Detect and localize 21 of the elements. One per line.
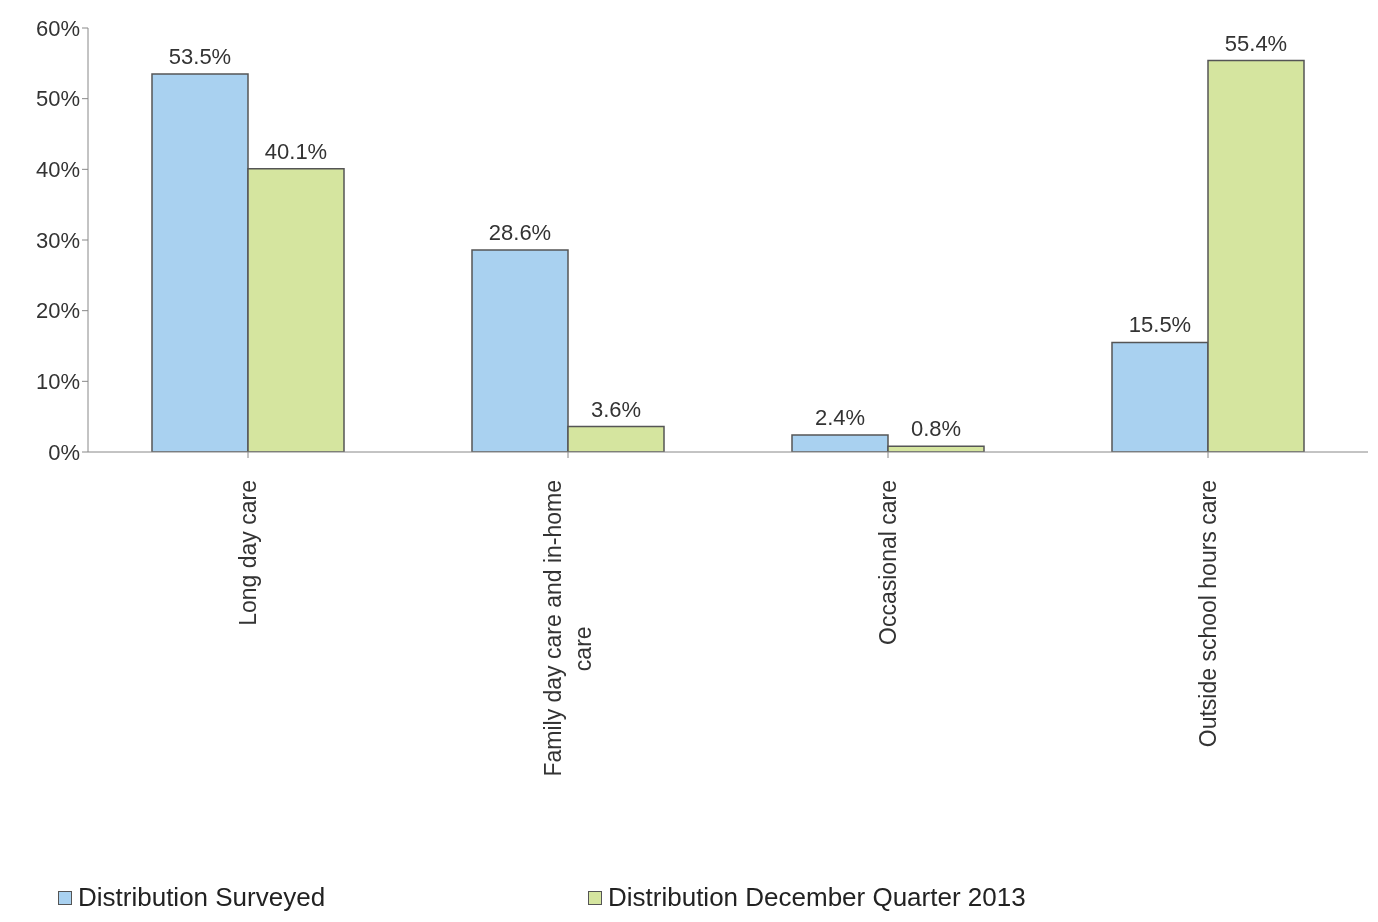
x-tick-label: Outside school hours care — [1195, 480, 1222, 748]
y-tick-label: 10% — [35, 369, 80, 395]
data-label: 15.5% — [1128, 312, 1192, 338]
y-tick-label: 60% — [35, 15, 80, 41]
y-tick-label: 0% — [48, 439, 80, 465]
y-tick-label: 30% — [35, 227, 80, 253]
data-label: 53.5% — [168, 43, 232, 69]
y-tick-label: 40% — [35, 157, 80, 183]
data-label: 0.8% — [910, 416, 962, 442]
data-label: 3.6% — [590, 396, 642, 422]
x-tick-label: Family day care and in-home care — [540, 480, 597, 777]
data-label: 28.6% — [488, 219, 552, 245]
x-tick-label: Long day care — [235, 480, 262, 626]
data-label: 2.4% — [814, 405, 866, 431]
data-label: 40.1% — [264, 138, 328, 164]
legend-label: Distribution December Quarter 2013 — [608, 882, 1026, 913]
x-tick-label: Occasional care — [875, 480, 902, 645]
y-tick-label: 20% — [35, 298, 80, 324]
legend-label: Distribution Surveyed — [78, 882, 326, 913]
data-label: 55.4% — [1224, 30, 1288, 56]
y-tick-label: 50% — [35, 86, 80, 112]
